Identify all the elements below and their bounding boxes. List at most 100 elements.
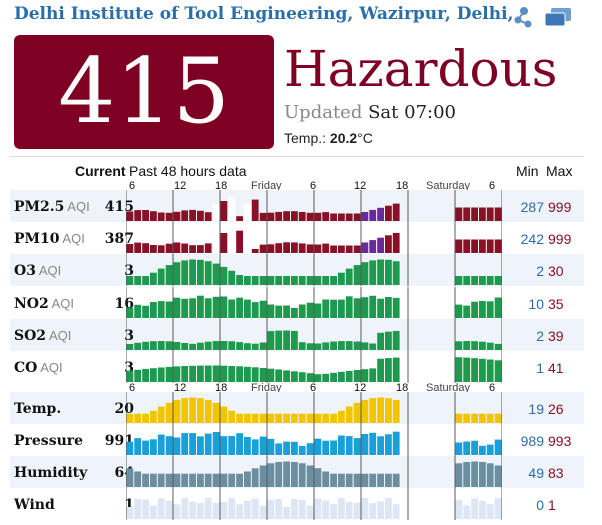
min-value: 989 (520, 433, 544, 449)
table-row[interactable]: NO2 AQI 16 10 35 (10, 287, 584, 319)
row-label: O3 AQI (14, 263, 61, 279)
table-row[interactable]: Humidity 64 49 83 (10, 456, 584, 488)
history-bar (369, 209, 377, 221)
history-chart[interactable] (126, 456, 502, 488)
history-bar (306, 302, 314, 318)
history-bar (463, 305, 471, 318)
row-unit: AQI (64, 199, 90, 214)
table-row[interactable]: PM2.5 AQI 415 287 999 (10, 190, 584, 222)
table-row[interactable]: Wind 1 0 1 (10, 488, 584, 520)
history-bar (322, 342, 330, 350)
history-bar (338, 299, 345, 318)
table-row[interactable]: O3 AQI 3 2 30 (10, 254, 584, 286)
history-bar (291, 441, 298, 455)
history-bar (494, 343, 502, 350)
history-chart[interactable] (126, 319, 502, 351)
history-bar (479, 358, 486, 382)
history-bar (181, 243, 189, 253)
history-bar (369, 343, 377, 350)
history-bar (204, 341, 212, 350)
history-bar (251, 276, 259, 285)
row-label: SO2 AQI (14, 328, 71, 344)
history-bar (212, 296, 220, 318)
windows-icon[interactable] (543, 6, 573, 28)
history-bar (134, 342, 142, 350)
history-bar (228, 436, 236, 455)
history-bar (314, 276, 322, 285)
history-bar (212, 341, 220, 350)
history-bar (220, 233, 228, 253)
history-bar (267, 331, 275, 350)
history-bar (338, 410, 345, 423)
history-bar (126, 344, 134, 350)
share-icon[interactable] (514, 6, 534, 28)
history-bar (494, 207, 502, 221)
history-bar (220, 296, 228, 318)
history-bar (486, 413, 494, 423)
history-bar (455, 463, 463, 487)
history-bar (197, 502, 204, 519)
min-value: 287 (520, 199, 544, 215)
min-value: 10 (528, 296, 544, 312)
history-bar (189, 343, 196, 350)
table-row[interactable]: Temp. 20 19 26 (10, 392, 584, 424)
history-chart[interactable] (126, 424, 502, 456)
history-chart[interactable] (126, 488, 502, 520)
table-row[interactable]: SO2 AQI 3 2 39 (10, 319, 584, 351)
history-bar (345, 341, 353, 350)
history-bar (345, 370, 353, 382)
history-bar (275, 211, 283, 221)
history-bar (463, 341, 471, 350)
history-bar (314, 438, 322, 455)
history-bar (385, 434, 392, 455)
axis-label: 6 (489, 180, 496, 192)
history-bar (142, 499, 149, 519)
updated-line: Updated Sat 07:00 (284, 102, 456, 123)
history-bar (220, 436, 228, 455)
history-bar (314, 498, 322, 519)
history-bar (322, 243, 330, 253)
history-bar (479, 341, 486, 350)
history-bar (236, 433, 243, 455)
history-bar (291, 276, 298, 285)
history-bar (134, 471, 142, 487)
history-bar (455, 442, 463, 455)
table-row[interactable]: PM10 AQI 387 242 999 (10, 222, 584, 254)
history-bar (306, 505, 314, 519)
history-bar (228, 366, 236, 382)
history-chart[interactable] (126, 392, 502, 424)
history-chart[interactable] (126, 222, 502, 254)
history-bar (134, 438, 142, 455)
history-bar (455, 499, 463, 519)
history-bar (189, 433, 196, 455)
history-bar (385, 358, 392, 382)
history-chart[interactable] (126, 254, 502, 286)
table-row[interactable]: Pressure 991 989 993 (10, 424, 584, 456)
history-bar (150, 211, 157, 221)
history-bar (330, 213, 337, 221)
table-row[interactable]: CO AQI 3 1 41 (10, 351, 584, 383)
history-bar (463, 276, 471, 285)
history-bar (369, 368, 377, 382)
history-chart[interactable] (126, 287, 502, 319)
history-bar (283, 506, 290, 519)
history-chart[interactable] (126, 351, 502, 383)
row-name: NO2 (14, 296, 49, 312)
axis-label: 6 (489, 382, 496, 394)
row-name: Pressure (14, 433, 84, 449)
history-bar (392, 399, 400, 423)
history-bar (361, 342, 369, 350)
history-bar (126, 244, 134, 253)
temp-unit: °C (357, 130, 373, 146)
history-bar (259, 505, 267, 519)
history-bar (361, 262, 369, 285)
history-chart[interactable] (126, 190, 502, 222)
history-bar (463, 441, 471, 455)
history-bar (244, 437, 251, 455)
history-bar (486, 463, 494, 487)
history-bar (283, 276, 290, 285)
history-bar (392, 203, 400, 221)
history-bar (267, 463, 275, 487)
axis-label: 12 (174, 180, 187, 192)
station-title[interactable]: Delhi Institute of Tool Engineering, Waz… (14, 4, 514, 24)
